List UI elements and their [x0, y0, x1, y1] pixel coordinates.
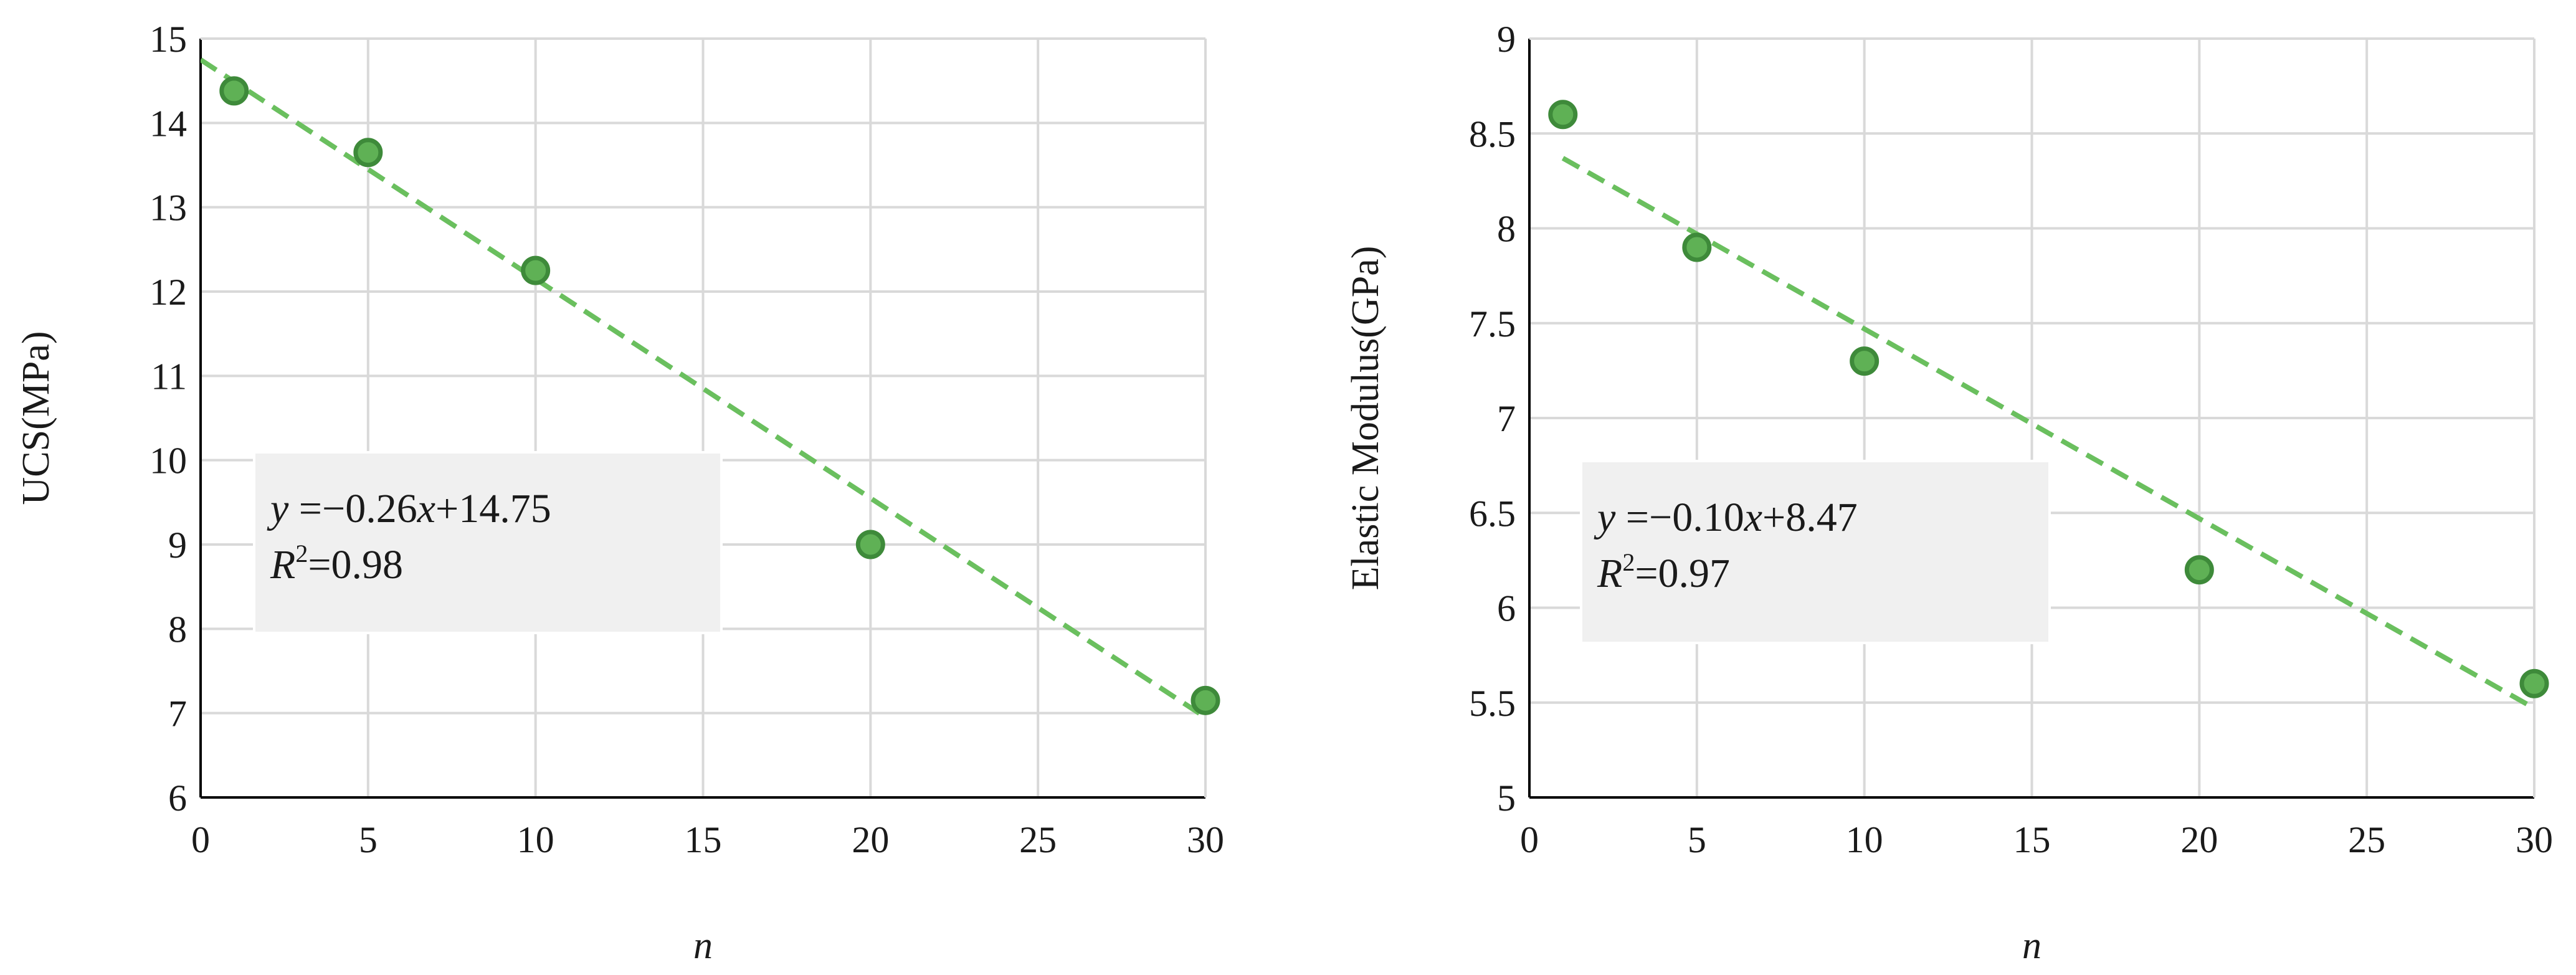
y-tick-label: 14	[150, 103, 187, 144]
y-tick-label: 7	[1497, 398, 1516, 439]
x-tick-label: 30	[2516, 819, 2553, 860]
x-tick-label: 5	[1688, 819, 1706, 860]
y-tick-label: 13	[150, 188, 187, 229]
x-tick-label: 25	[2348, 819, 2385, 860]
x-tick-label: 20	[852, 819, 889, 860]
y-tick-label: 15	[150, 19, 187, 60]
y-tick-label: 6	[168, 778, 187, 819]
y-tick-label: 8.5	[1469, 113, 1516, 155]
data-point	[521, 255, 551, 285]
x-tick-label: 15	[685, 819, 722, 860]
x-tick-label: 10	[1846, 819, 1883, 860]
x-tick-label: 5	[359, 819, 378, 860]
y-tick-label: 5.5	[1469, 683, 1516, 724]
r-squared-label: R2=0.97	[1597, 548, 1730, 596]
y-tick-label: 10	[150, 440, 187, 482]
y-axis-title: Elastic Modulus(GPa)	[1344, 246, 1387, 591]
data-point	[353, 138, 383, 168]
fit-equation: y =−0.26x+14.75	[267, 486, 551, 531]
data-point	[1850, 346, 1880, 376]
fit-line	[1561, 156, 2534, 711]
fit-equation: y =−0.10x+8.47	[1594, 495, 1858, 540]
x-tick-label: 20	[2180, 819, 2218, 860]
y-tick-label: 6.5	[1469, 493, 1516, 534]
equation-box	[253, 451, 723, 634]
data-point	[2519, 668, 2549, 698]
equation-box	[1580, 460, 2051, 644]
y-tick-label: 9	[168, 525, 187, 566]
data-point	[1682, 232, 1712, 262]
y-tick-label: 8	[1497, 209, 1516, 250]
x-tick-label: 15	[2013, 819, 2051, 860]
x-tick-label: 0	[1520, 819, 1539, 860]
x-tick-label: 10	[517, 819, 554, 860]
chart-panel-ucs: 0 5 10 15 20 25 30 6 7 8 9 10 11 12 13 14 15 n UCS(MPa) y =…	[15, 19, 1224, 967]
x-axis-title: n	[2022, 925, 2041, 967]
x-tick-label: 0	[191, 819, 210, 860]
y-tick-label: 11	[151, 356, 187, 397]
x-tick-label: 25	[1019, 819, 1057, 860]
y-tick-label: 7.5	[1469, 303, 1516, 345]
y-tick-label: 8	[168, 609, 187, 650]
y-tick-label: 5	[1497, 778, 1516, 819]
x-tick-label: 30	[1187, 819, 1224, 860]
data-point	[2184, 555, 2214, 585]
r-squared-label: R2=0.98	[270, 540, 403, 587]
y-axis-title: UCS(MPa)	[15, 331, 57, 505]
x-axis-title: n	[693, 925, 713, 967]
data-point	[855, 530, 885, 559]
y-tick-label: 6	[1497, 588, 1516, 629]
data-point	[219, 76, 249, 106]
data-point	[1548, 100, 1578, 130]
y-tick-label: 9	[1497, 19, 1516, 60]
y-tick-label: 12	[150, 272, 187, 313]
y-tick-label: 7	[168, 693, 187, 735]
data-point	[1191, 685, 1220, 715]
